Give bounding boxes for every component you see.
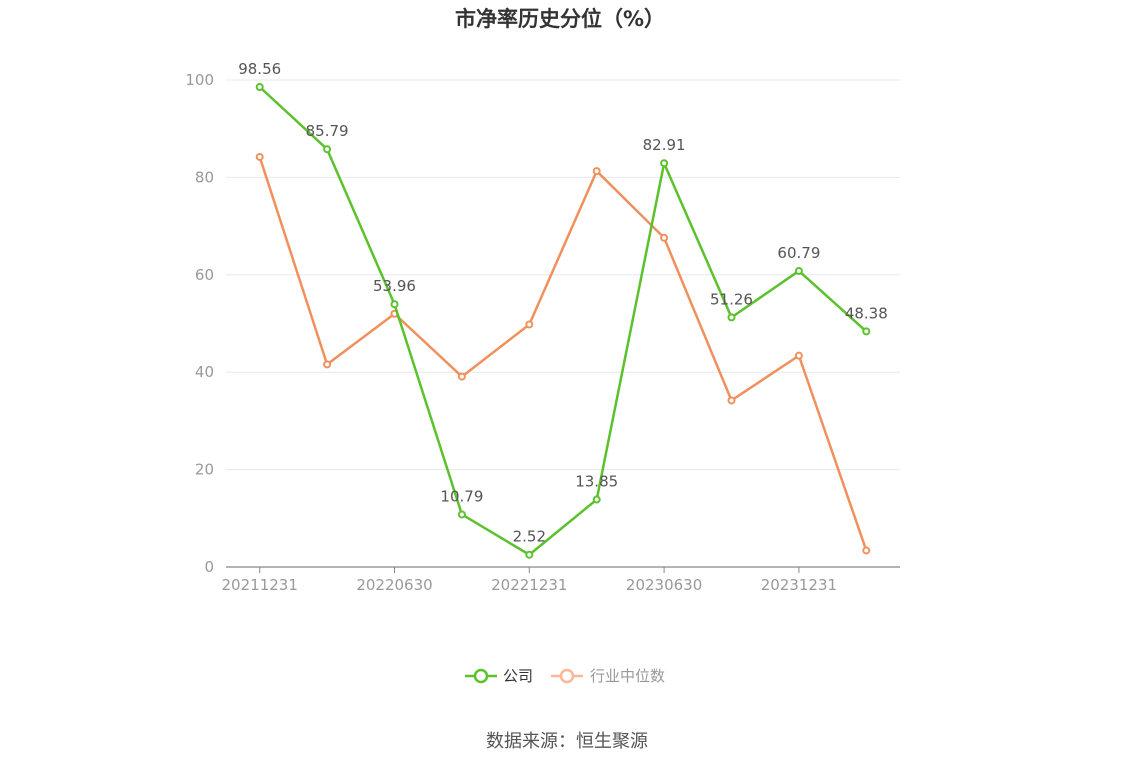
data-point[interactable] xyxy=(255,83,264,92)
data-point[interactable] xyxy=(323,145,332,154)
data-label: 2.52 xyxy=(513,528,546,546)
data-label: 82.91 xyxy=(643,136,686,154)
data-label: 10.79 xyxy=(440,487,483,505)
series-0: 98.56 85.79 53.96 10.79 2.52 13.85 82.91 51.26 6… xyxy=(238,60,888,559)
data-label: 48.38 xyxy=(845,304,888,322)
data-point[interactable] xyxy=(727,396,736,405)
data-point[interactable] xyxy=(794,266,803,275)
data-label: 13.85 xyxy=(575,473,618,491)
y-tick-label: 40 xyxy=(195,363,214,381)
data-point[interactable] xyxy=(794,351,803,360)
data-point[interactable] xyxy=(862,546,871,555)
data-point[interactable] xyxy=(525,320,534,329)
series-1 xyxy=(255,152,871,555)
y-tick-label: 0 xyxy=(204,558,214,576)
data-label: 60.79 xyxy=(777,244,820,262)
source-text: 数据来源：恒生聚源 xyxy=(486,731,648,752)
data-point[interactable] xyxy=(457,372,466,381)
data-point[interactable] xyxy=(390,300,399,309)
y-tick-label: 80 xyxy=(195,168,214,186)
legend-label: 行业中位数 xyxy=(590,667,665,685)
legend-label: 公司 xyxy=(503,667,533,685)
chart-title: 市净率历史分位（%） xyxy=(455,7,665,31)
data-point[interactable] xyxy=(525,550,534,559)
y-tick-label: 20 xyxy=(195,461,214,479)
series-line xyxy=(258,86,868,556)
legend[interactable]: 公司 行业中位数 xyxy=(465,667,665,685)
data-point[interactable] xyxy=(323,360,332,369)
data-point[interactable] xyxy=(592,495,601,504)
y-tick-label: 100 xyxy=(185,71,214,89)
data-label: 53.96 xyxy=(373,277,416,295)
legend-marker xyxy=(559,668,575,684)
data-point[interactable] xyxy=(660,159,669,168)
data-point[interactable] xyxy=(862,327,871,336)
x-tick-label: 20231231 xyxy=(761,576,837,594)
x-tick-label: 20211231 xyxy=(222,576,298,594)
data-point[interactable] xyxy=(660,233,669,242)
x-axis: 20211231 20220630 20221231 20230630 20231231 xyxy=(222,567,837,594)
series-line xyxy=(258,156,868,551)
data-label: 51.26 xyxy=(710,290,753,308)
data-point[interactable] xyxy=(592,167,601,176)
x-tick-label: 20230630 xyxy=(626,576,702,594)
data-point[interactable] xyxy=(255,152,264,161)
data-point[interactable] xyxy=(457,510,466,519)
x-tick-label: 20220630 xyxy=(356,576,432,594)
data-point[interactable] xyxy=(727,313,736,322)
legend-item-1[interactable]: 行业中位数 xyxy=(551,667,665,685)
x-tick-label: 20221231 xyxy=(491,576,567,594)
legend-marker xyxy=(473,668,489,684)
data-label: 85.79 xyxy=(306,122,349,140)
y-tick-label: 60 xyxy=(195,266,214,284)
series-group: 98.56 85.79 53.96 10.79 2.52 13.85 82.91 51.26 6… xyxy=(238,60,888,559)
y-axis: 0 20 40 60 80 100 xyxy=(185,71,214,576)
data-label: 98.56 xyxy=(238,60,281,78)
legend-item-0[interactable]: 公司 xyxy=(465,667,533,685)
